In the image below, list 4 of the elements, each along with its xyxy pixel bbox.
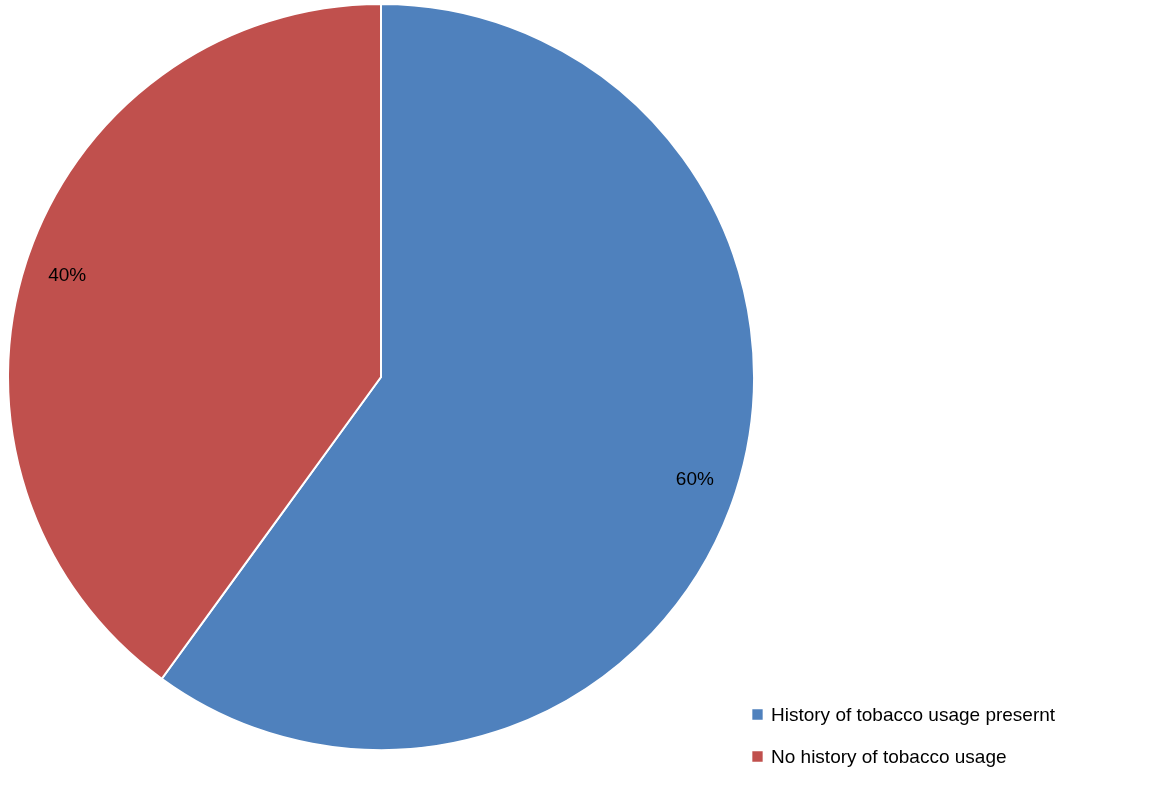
data-label: 60% (675, 467, 714, 489)
legend-label: No history of tobacco usage (771, 745, 1007, 767)
legend-label: History of tobacco usage presernt (771, 703, 1056, 725)
data-label: 40% (48, 264, 87, 286)
